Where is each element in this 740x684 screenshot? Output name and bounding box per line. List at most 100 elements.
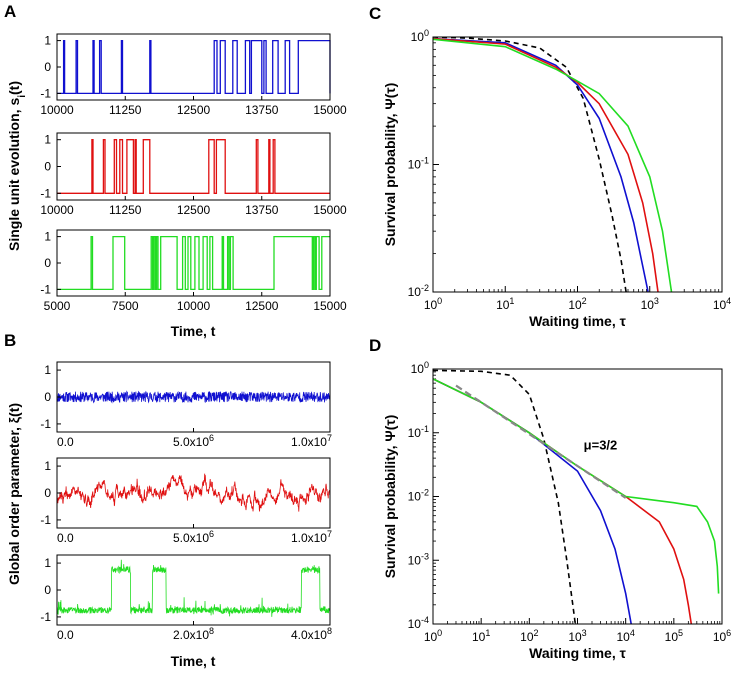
d-xtick-label: 104 [616,628,634,644]
b-ytick-label: 0 [44,390,51,404]
d-xtick-label: 101 [472,628,490,644]
b-subplot-1: 1 0 -1 0.0 5.0x106 1.0x107 [40,361,332,449]
b-ytick-label: 1 [44,363,51,377]
b-ytick-label: -1 [40,513,51,527]
d-ytick-label: 10-3 [408,551,429,567]
b-xtick-label: 0.0 [57,435,74,449]
d-series-dashed [433,369,577,624]
d-series-group [433,369,720,624]
d-xtick-label: 103 [568,628,586,644]
d-ytick-label: 100 [411,360,429,376]
b-ytick-label: -1 [40,417,51,431]
b-ytick-label: 1 [44,556,51,570]
d-xtick-label: 105 [665,628,683,644]
d-xtick-label: 106 [713,628,731,644]
a-trace-blue [57,39,331,95]
c-xtick-label: 103 [641,296,659,312]
a-ytick-label: 1 [44,34,51,48]
chart-c: 100 101 102 103 104 100 10-1 10-2 Waiting time, … [382,28,731,329]
a-ylabel: Single unit evolution, si(t) [6,81,28,251]
d-ytick-label: 10-2 [408,488,429,504]
panel-label-a: A [4,2,16,21]
b-xtick-label: 1.0x107 [291,433,332,449]
b-xtick-label: 2.0x108 [173,626,214,642]
b-xtick-label: 4.0x108 [291,626,332,642]
d-series-power-law [455,384,627,499]
a-xtick-label: 5000 [44,299,71,313]
a-axes-frame [56,132,331,201]
a-xtick-label: 12500 [245,299,279,313]
d-axes-frame [432,368,723,625]
a-xtick-label: 11250 [109,203,142,217]
d-xtick-label: 100 [424,628,442,644]
d-ytick-label: 10-4 [408,615,429,631]
b-ylabel: Global order parameter, ξ(t) [6,403,22,585]
c-series-blue [433,37,649,292]
a-xtick-label: 15000 [313,299,347,313]
a-ytick-label: 0 [44,256,51,270]
c-series-green [433,38,673,292]
c-series-red [433,37,659,292]
a-xtick-label: 13750 [245,103,279,117]
d-ytick-label: 10-1 [408,424,429,440]
a-ytick-label: 0 [44,160,51,174]
a-ytick-label: 1 [44,133,51,147]
chart-d: 100 101 102 103 104 105 106 100 10-1 10-2 10-3 10-4… [382,360,731,661]
a-trace-green [57,235,330,291]
c-ytick-label: 10-2 [408,283,429,299]
c-xlabel: Waiting time, τ [529,313,626,329]
a-ytick-label: 1 [44,230,51,244]
b-subplot-2: 1 0 -1 0.0 5.0x106 1.0x107 [40,457,332,545]
b-xtick-label: 0.0 [57,531,74,545]
a-ytick-label: -1 [40,86,51,100]
panel-label-b: B [4,331,16,350]
a-xlabel: Time, t [171,323,216,339]
b-ytick-label: -1 [40,610,51,624]
b-ytick-label: 0 [44,486,51,500]
b-trace-green [56,559,331,617]
b-xtick-label: 0.0 [57,628,74,642]
a-xtick-label: 10000 [177,299,211,313]
a-xtick-label: 12500 [177,203,211,217]
a-xtick-label: 13750 [245,203,279,217]
c-series-group [433,37,673,292]
b-trace-blue [56,390,331,404]
panel-label-c: C [369,4,381,23]
a-trace-red [57,139,330,194]
a-xtick-label: 7500 [112,299,139,313]
d-xlabel: Waiting time, τ [529,645,626,661]
chart-b: 1 0 -1 0.0 5.0x106 1.0x107 1 0 -1 0.0 5.0x106 1.0x1… [6,361,332,669]
a-ytick-label: -1 [40,186,51,200]
a-xtick-label: 15000 [313,203,347,217]
c-series-dashed [433,37,627,292]
b-ytick-label: 0 [44,583,51,597]
a-xtick-label: 12500 [177,103,211,117]
d-series-red [433,378,693,624]
d-annotation: μ=3/2 [584,437,618,452]
c-axes-frame [432,36,723,293]
b-ytick-label: 1 [44,459,51,473]
panel-label-d: D [369,336,381,355]
b-subplot-3: 1 0 -1 0.0 2.0x108 4.0x108 [40,554,332,642]
c-ytick-label: 100 [411,28,429,44]
c-xtick-label: 104 [713,296,731,312]
b-axes-frame [56,554,331,626]
d-ylabel: Survival probability, Ψ(τ) [382,415,398,579]
a-subplot-3: 1 0 -1 5000 7500 10000 12500 15000 [40,229,347,313]
a-subplot-1: 1 0 -1 10000 11250 12500 13750 15000 [40,33,347,117]
a-xtick-label: 10000 [40,103,74,117]
b-xlabel: Time, t [171,653,216,669]
a-xtick-label: 11250 [109,103,142,117]
d-xtick-label: 102 [520,628,538,644]
a-axes-frame [56,229,331,297]
a-xtick-label: 15000 [313,103,347,117]
d-series-green [433,378,720,594]
c-xtick-label: 101 [496,296,514,312]
b-xtick-label: 5.0x106 [173,433,214,449]
a-subplot-2: 1 0 -1 10000 11250 12500 13750 15000 [40,132,347,217]
c-xtick-label: 102 [568,296,586,312]
a-ytick-label: 0 [44,60,51,74]
d-series-blue [433,378,632,624]
